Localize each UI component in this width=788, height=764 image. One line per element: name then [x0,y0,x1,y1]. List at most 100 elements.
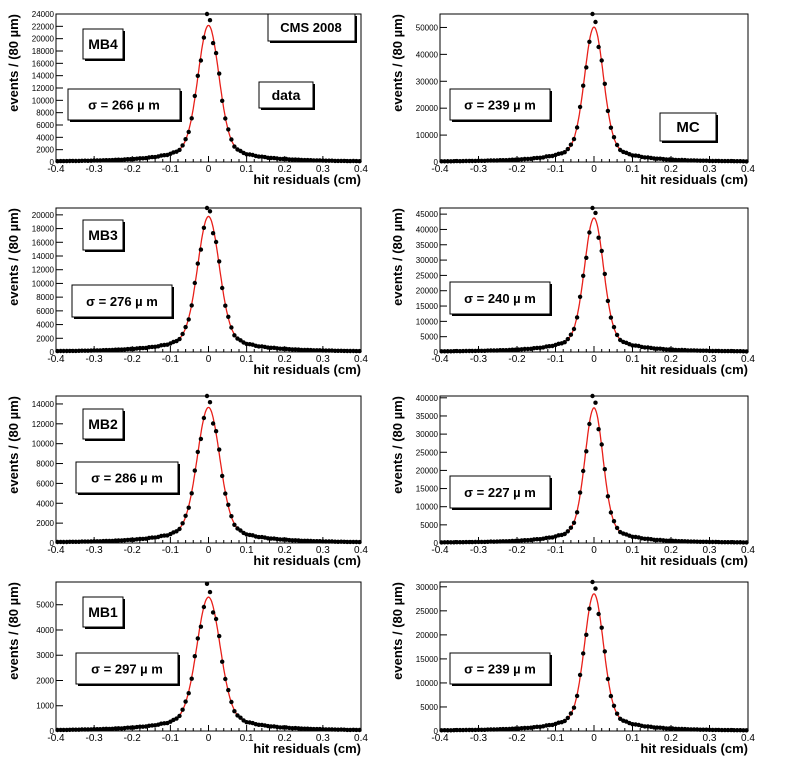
x-tick-label: 0.2 [278,354,292,365]
x-tick-label: -0.2 [124,164,142,175]
data-point [565,715,570,721]
data-point [323,158,329,163]
y-tick-label: 20000 [416,466,439,475]
data-point [577,672,583,678]
data-point [562,718,567,724]
data-point [207,400,213,405]
data-point [311,348,316,353]
data-point [577,104,583,110]
data-point [448,159,453,164]
data-point [442,159,447,164]
data-point [485,348,490,353]
x-tick-label: 0 [591,164,597,175]
data-point [565,146,570,152]
data-point [476,348,481,353]
data-point [574,693,580,699]
data-point [611,703,617,708]
data-point [608,510,614,515]
data-point [701,539,706,544]
x-tick-label: 0.2 [664,354,678,365]
station-label: MB1 [88,604,118,620]
data-point [602,467,607,472]
data-point [210,231,216,236]
data-point [735,728,740,733]
x-axis-title: hit residuals (cm) [640,362,748,377]
data-point [470,727,475,733]
data-point [213,616,219,622]
data-point [104,726,109,731]
data-point [299,347,304,353]
data-point [460,348,466,354]
data-point [691,539,697,544]
data-point [61,539,66,545]
data-point [174,716,179,721]
y-tick-label: 30000 [416,583,439,592]
data-point [281,537,286,542]
x-tick-label: -0.4 [431,545,449,556]
y-tick-label: 10000 [416,131,439,140]
x-tick-label: -0.2 [508,164,526,175]
data-point [232,522,237,527]
x-tick-label: 0.2 [664,164,678,175]
data-point [510,157,515,162]
data-point [354,727,359,733]
data-point [439,728,444,733]
x-axis-title: hit residuals (cm) [640,553,748,568]
data-point [189,116,194,121]
data-point [473,727,478,733]
data-point [268,724,274,729]
x-tick-label: -0.1 [162,545,180,556]
data-point [195,636,200,641]
x-tick-label: -0.2 [508,545,526,556]
data-point [180,707,185,712]
data-point [256,154,261,159]
x-axis-title: hit residuals (cm) [253,362,361,377]
data-point [223,116,228,121]
data-point [217,447,222,452]
data-point [470,539,475,545]
data-point [488,727,493,732]
y-axis-title: events / (80 µm) [390,208,405,306]
data-point [342,539,347,544]
station-label-box [82,408,124,440]
data-point [599,58,604,63]
data-point [268,155,274,161]
x-tick-label: -0.1 [162,164,180,175]
data-point [664,347,669,352]
data-point [91,158,97,163]
data-point [581,468,586,474]
data-point [642,536,647,541]
data-point [491,539,497,544]
data-point [256,534,261,540]
data-point [744,349,749,354]
y-tick-label: 45000 [416,210,439,219]
data-point [195,73,200,79]
panel-mb2-data: -0.4 -0.3 -0.2 -0.1 0 0.1 0.2 0.3 0.4 0 2000 4000 60… [6,393,368,568]
data-point [116,726,121,731]
x-tick-label: 0.3 [316,733,330,744]
cms-label-box [267,13,356,42]
data-point [207,209,213,214]
y-axis-title: events / (80 µm) [390,14,405,112]
x-tick-label: 0.3 [316,354,330,365]
data-point [256,722,261,727]
data-point [177,147,182,153]
data-point [210,40,216,46]
data-point [348,539,353,545]
x-tick-label: 0 [206,164,212,175]
data-point [238,715,243,720]
data-point [695,348,700,353]
panel-mb1-data: -0.4 -0.3 -0.2 -0.1 0 0.1 0.2 0.3 0.4 0 1000 2000 30… [6,581,368,756]
y-tick-label: 15000 [416,302,439,311]
data-point [725,158,731,164]
data-point [256,344,261,349]
data-point [268,536,274,541]
data-point [581,273,586,278]
data-point [180,143,185,148]
data-point [201,225,207,230]
x-tick-label: -0.3 [86,733,104,744]
data-point [457,727,463,733]
data-point [744,159,749,164]
data-point [128,346,133,352]
